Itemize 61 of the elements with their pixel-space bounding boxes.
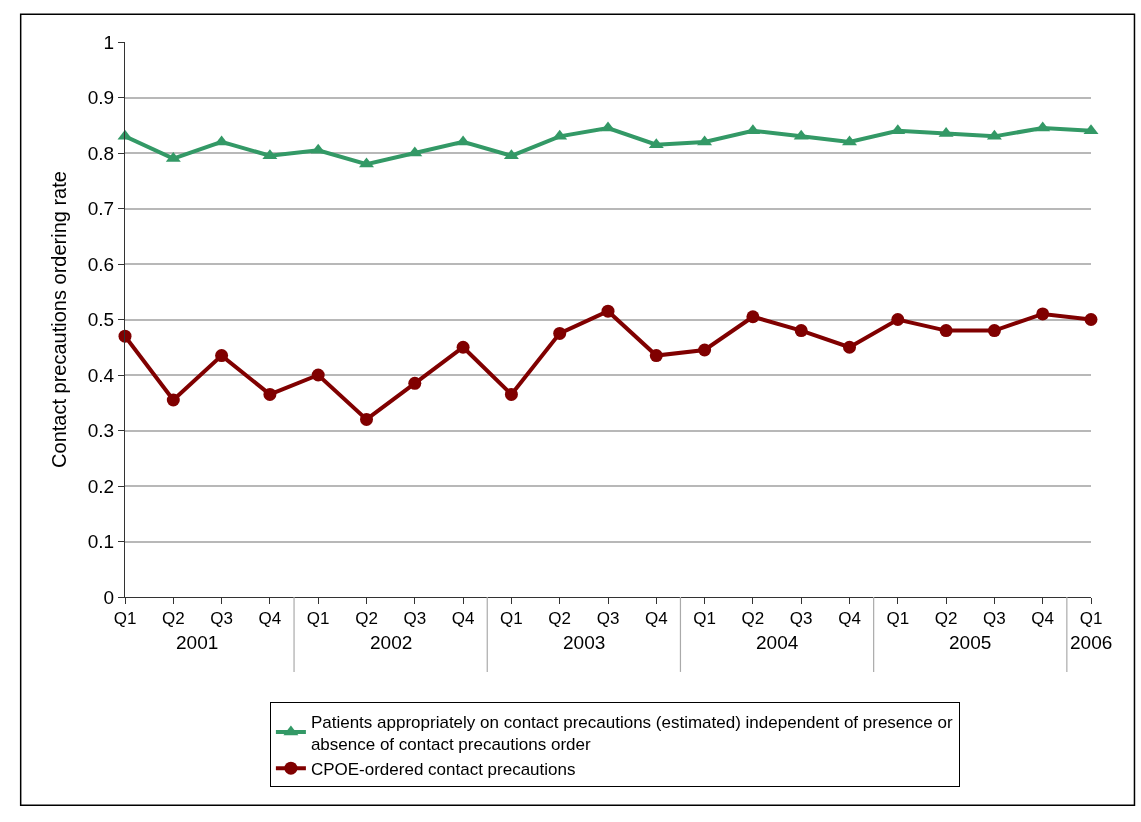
x-tick-label: Q4 xyxy=(644,609,668,629)
point xyxy=(649,349,663,363)
point xyxy=(215,349,229,363)
point xyxy=(166,393,180,407)
text: 2004 xyxy=(756,632,799,653)
point xyxy=(504,387,518,401)
text: 2001 xyxy=(176,632,219,653)
x-tick-label: Q1 xyxy=(500,609,523,629)
x-tick-label: Q3 xyxy=(210,609,233,629)
x-tick-label: Q2 xyxy=(355,609,378,629)
text: 2006 xyxy=(1070,632,1113,653)
legend-label: Patients appropriately on contact precautions (estimated) independent of presence or absence of contact precautions order xyxy=(310,712,953,754)
point xyxy=(746,310,760,324)
x-tick-label: Q1 xyxy=(886,609,910,629)
point xyxy=(794,324,808,338)
point xyxy=(360,412,373,426)
point xyxy=(601,304,615,318)
y-tick-label: 0 xyxy=(103,586,115,608)
point xyxy=(891,313,905,326)
y-tick-label: 0.6 xyxy=(87,253,115,275)
x-tick-label: Q1 xyxy=(306,609,330,629)
y-tick-label: 0.1 xyxy=(87,531,115,553)
point xyxy=(263,387,277,401)
x-tick-label: Q2 xyxy=(934,609,958,629)
text: 2002 xyxy=(370,632,413,653)
point xyxy=(987,324,1001,338)
x-tick-label: Q2 xyxy=(548,609,572,629)
y-tick-label: 1 xyxy=(103,31,115,53)
x-tick-label: Q2 xyxy=(741,609,765,629)
y-tick-label: 0.8 xyxy=(87,142,115,164)
x-tick-label: Q4 xyxy=(258,609,282,629)
x-tick-label: Q1 xyxy=(693,609,716,629)
x-tick-label: Q3 xyxy=(983,609,1006,629)
point xyxy=(456,340,470,354)
y-tick-label: 0.7 xyxy=(87,198,115,220)
y-tick-label: 0.5 xyxy=(87,309,115,331)
text: 2005 xyxy=(949,632,992,653)
x-tick-label: Q4 xyxy=(1031,609,1055,629)
x-tick-label: Q3 xyxy=(789,609,813,629)
x-tick-label: Q4 xyxy=(838,609,861,629)
x-tick-label: Q3 xyxy=(403,609,427,629)
point xyxy=(408,376,422,390)
point xyxy=(843,340,856,354)
y-axis-title: Contact precautions ordering rate xyxy=(48,171,71,468)
y-tick-label: 0.2 xyxy=(87,475,115,497)
y-tick-label: 0.3 xyxy=(87,420,115,442)
x-tick-label: Q3 xyxy=(596,609,620,629)
point xyxy=(553,326,567,340)
point xyxy=(939,324,953,338)
y-tick-label: 0.9 xyxy=(87,87,115,109)
point xyxy=(1036,307,1050,321)
x-tick-label: Q1 xyxy=(113,609,137,629)
x-tick-label: Q4 xyxy=(451,609,475,629)
legend-label: CPOE-ordered contact precautions xyxy=(310,759,576,779)
text: 2003 xyxy=(563,632,606,653)
point xyxy=(311,368,325,382)
x-tick-label: Q1 xyxy=(1079,609,1103,629)
point xyxy=(1084,313,1098,326)
point xyxy=(698,343,712,357)
x-tick-label: Q2 xyxy=(161,609,185,629)
y-tick-label: 0.4 xyxy=(87,364,115,386)
